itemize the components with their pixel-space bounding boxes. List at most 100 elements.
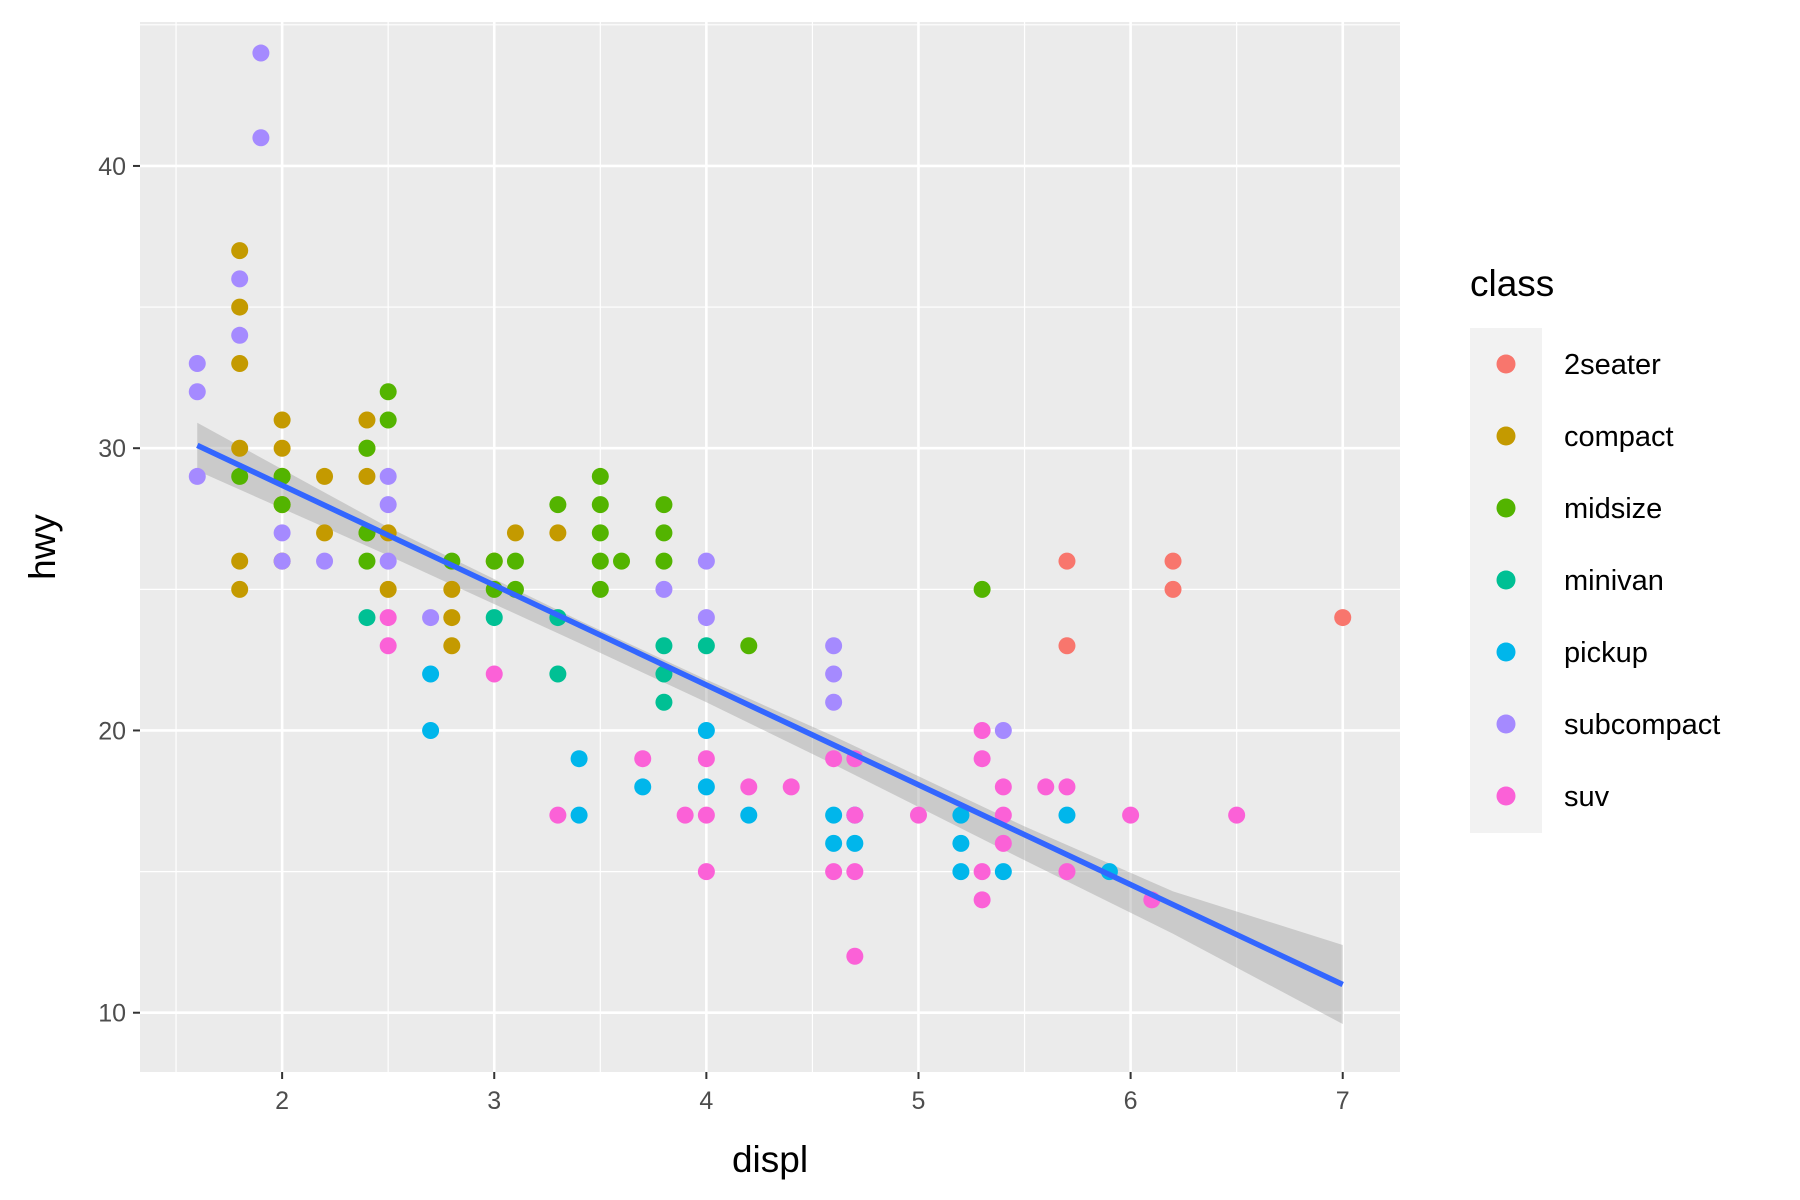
data-point-compact [443,580,461,598]
data-point-pickup [422,665,440,683]
major-grid [140,22,1400,1072]
data-point-subcompact [316,552,334,570]
data-point-midsize [973,580,991,598]
data-point-compact [358,467,376,485]
data-point-subcompact [188,383,206,401]
data-point-suv [697,750,715,768]
legend-label-2seater: 2seater [1564,349,1661,381]
legend-key-suv [1496,786,1516,806]
data-point-pickup [697,721,715,739]
data-point-pickup [825,834,843,852]
legend-key-2seater [1496,354,1516,374]
legend-label-compact: compact [1564,421,1674,453]
data-point-compact [443,609,461,627]
y-tick-label: 30 [98,435,126,463]
data-point-suv [825,863,843,881]
data-point-subcompact [825,665,843,683]
data-point-midsize [591,524,609,542]
x-tick-label: 3 [487,1087,501,1115]
data-point-midsize [379,383,397,401]
data-point-suv [994,778,1012,796]
legend-label-pickup: pickup [1564,637,1648,669]
legend-key-subcompact [1496,714,1516,734]
data-point-minivan [549,665,567,683]
data-point-suv [676,806,694,824]
data-point-2seater [1058,552,1076,570]
data-point-pickup [570,806,588,824]
data-point-minivan [697,637,715,655]
data-point-suv [846,947,864,965]
legend-title: class [1470,263,1554,304]
data-point-subcompact [273,552,291,570]
data-point-2seater [1164,552,1182,570]
legend-key-pickup [1496,642,1516,662]
plot-panel [140,22,1400,1072]
data-point-pickup [952,806,970,824]
data-point-midsize [655,552,673,570]
data-point-minivan [485,609,503,627]
data-point-subcompact [655,580,673,598]
data-point-midsize [655,496,673,514]
data-point-2seater [1164,580,1182,598]
data-point-midsize [591,580,609,598]
data-point-midsize [549,496,567,514]
y-tick-label: 40 [98,153,126,181]
data-point-compact [316,467,334,485]
legend-label-midsize: midsize [1564,493,1662,525]
data-point-2seater [1058,637,1076,655]
data-point-midsize [273,496,291,514]
x-tick-label: 6 [1124,1087,1138,1115]
data-point-suv [1058,778,1076,796]
data-point-compact [273,439,291,457]
data-point-subcompact [825,637,843,655]
legend-key-midsize [1496,498,1516,518]
data-point-compact [549,524,567,542]
data-point-pickup [846,834,864,852]
data-point-compact [273,411,291,429]
data-point-pickup [1058,806,1076,824]
y-tick-label: 10 [98,1000,126,1028]
legend-key-compact [1496,426,1516,446]
data-point-compact [358,411,376,429]
data-point-compact [231,298,249,316]
data-point-suv [909,806,927,824]
x-axis-title: displ [732,1139,808,1180]
data-point-suv [697,806,715,824]
data-point-minivan [655,693,673,711]
data-point-midsize [591,552,609,570]
data-point-pickup [952,863,970,881]
regression-line [196,442,1344,987]
legend-key-minivan [1496,570,1516,590]
data-point-midsize [613,552,631,570]
data-point-midsize [591,496,609,514]
data-point-compact [231,580,249,598]
data-point-subcompact [252,44,270,62]
data-point-compact [316,524,334,542]
data-point-suv [549,806,567,824]
data-point-suv [973,721,991,739]
legend-label-minivan: minivan [1564,565,1664,597]
x-tick-label: 7 [1336,1087,1350,1115]
data-point-subcompact [422,609,440,627]
data-point-subcompact [188,355,206,373]
data-point-subcompact [994,721,1012,739]
y-axis-title: hwy [22,514,63,580]
data-point-suv [1058,863,1076,881]
data-point-compact [231,439,249,457]
data-point-subcompact [697,609,715,627]
data-point-suv [485,665,503,683]
data-point-suv [1037,778,1055,796]
data-point-suv [825,750,843,768]
data-point-midsize [506,552,524,570]
data-point-subcompact [697,552,715,570]
fit-line-layer [196,442,1344,987]
data-point-compact [443,637,461,655]
data-point-compact [506,524,524,542]
data-point-suv [973,891,991,909]
data-point-compact [231,355,249,373]
data-point-midsize [358,552,376,570]
data-point-suv [379,637,397,655]
data-point-compact [231,242,249,260]
y-axis: 10 20 30 40 [98,153,140,1028]
